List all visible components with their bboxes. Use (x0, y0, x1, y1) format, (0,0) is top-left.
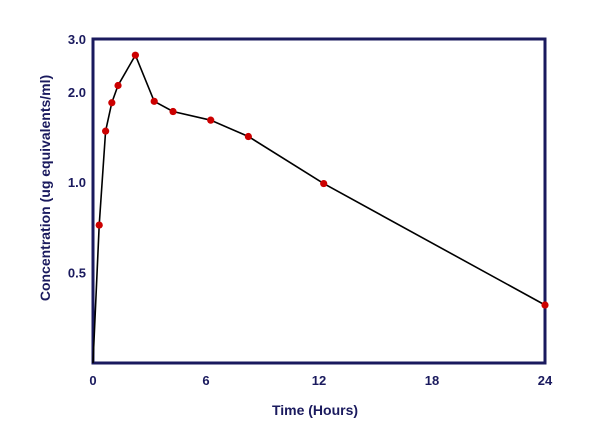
data-point (320, 179, 328, 188)
y-tick-label: 3.0 (68, 32, 86, 47)
x-tick-label: 24 (538, 373, 553, 388)
y-axis-title: Concentration (ug equivalents/ml) (37, 75, 53, 301)
y-axis-ticks: 0.5 1.0 2.0 3.0 (68, 32, 86, 281)
x-tick-label: 6 (202, 373, 209, 388)
x-axis-title: Time (Hours) (272, 402, 358, 418)
x-axis-ticks: 0 6 12 18 24 (89, 373, 553, 388)
data-point (114, 81, 122, 90)
y-tick-label: 1.0 (68, 175, 86, 190)
data-point (541, 301, 549, 309)
x-tick-label: 12 (312, 373, 326, 388)
plot-frame (91, 37, 547, 365)
data-point (169, 107, 177, 116)
data-point (207, 116, 215, 124)
y-tick-label: 0.5 (68, 266, 86, 281)
data-point (108, 99, 116, 107)
data-point (150, 97, 158, 105)
data-points (95, 51, 549, 309)
data-point (102, 127, 110, 135)
x-tick-label: 0 (89, 373, 96, 388)
series-line (92, 53, 546, 364)
x-tick-label: 18 (425, 373, 439, 388)
data-point (131, 51, 139, 59)
y-tick-label: 2.0 (68, 85, 86, 100)
data-point (95, 221, 103, 229)
data-point (244, 132, 252, 141)
